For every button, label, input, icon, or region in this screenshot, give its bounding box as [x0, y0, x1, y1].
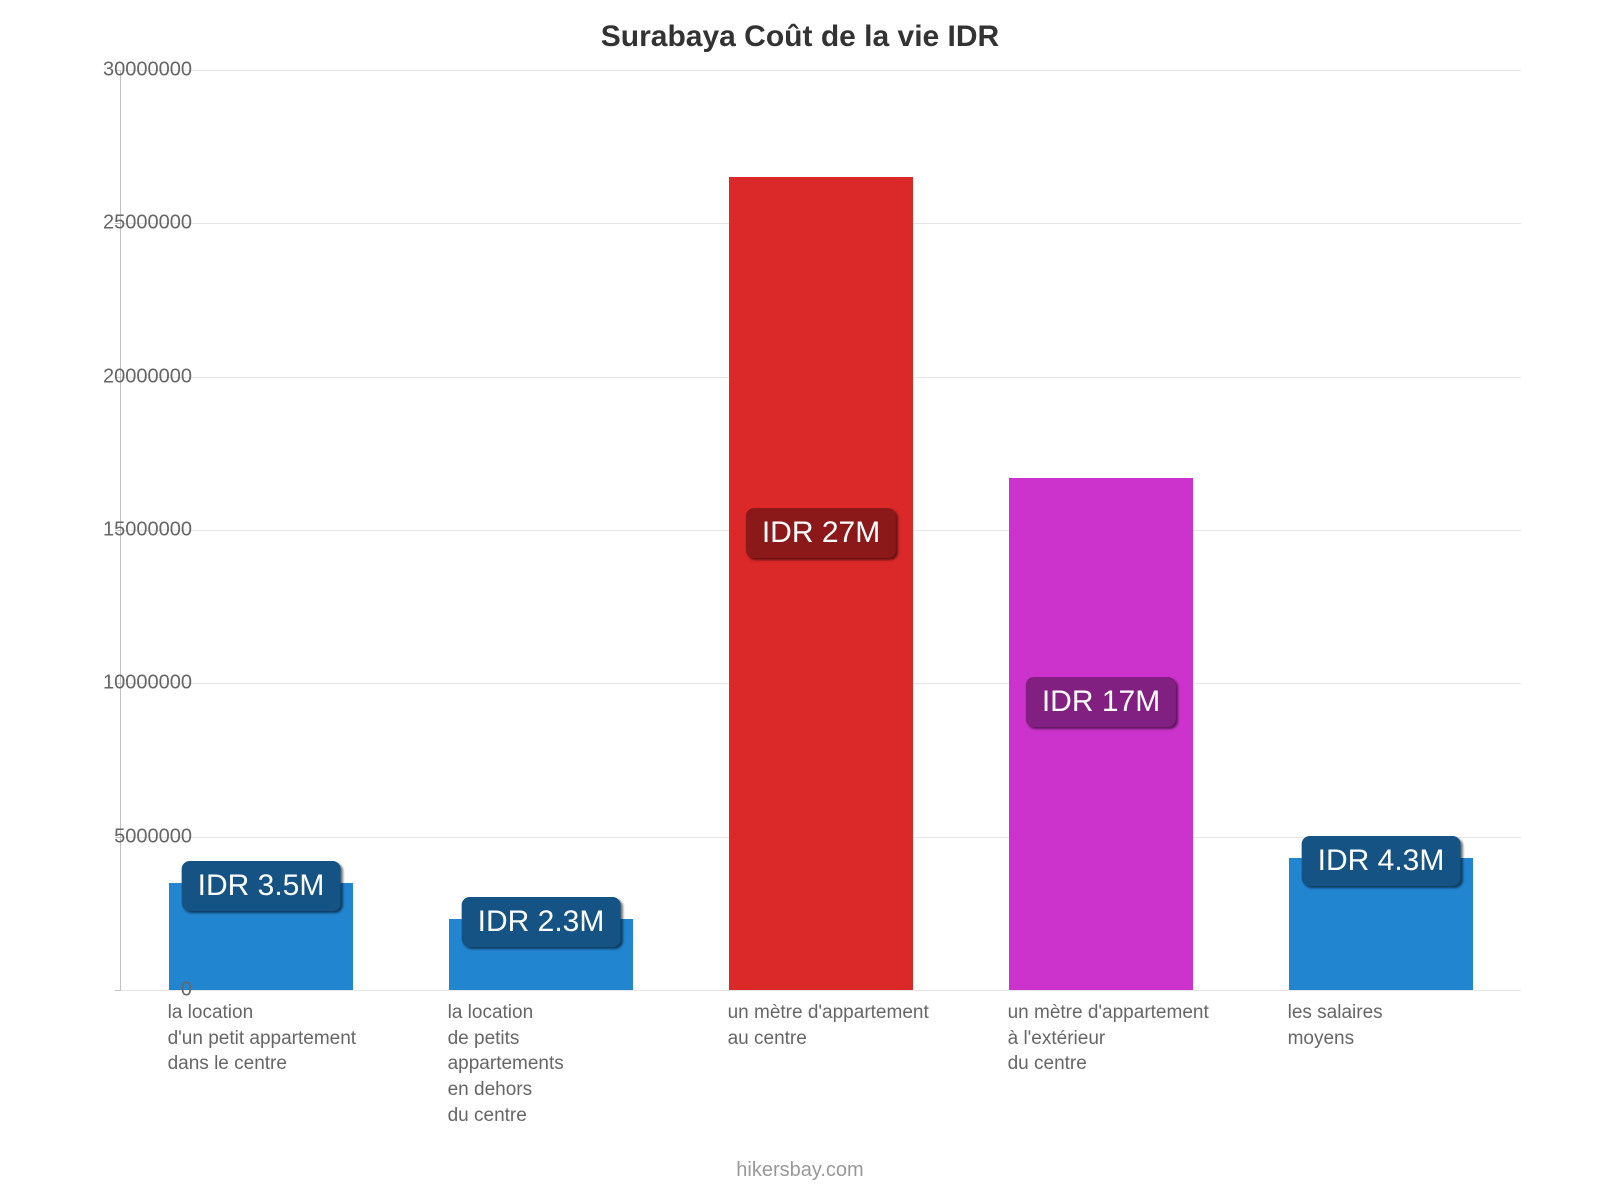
- y-tick-label: 5000000: [12, 825, 192, 848]
- value-badge: IDR 2.3M: [462, 897, 621, 947]
- value-badge: IDR 27M: [746, 508, 896, 558]
- y-tick-label: 0: [12, 979, 192, 1002]
- x-axis-label: la location de petits appartements en de…: [448, 1000, 693, 1128]
- x-axis-label: les salaires moyens: [1288, 1000, 1533, 1051]
- y-tick-label: 25000000: [12, 212, 192, 235]
- y-tick-label: 15000000: [12, 519, 192, 542]
- gridline: [121, 990, 1521, 991]
- y-tick-label: 30000000: [12, 59, 192, 82]
- x-axis-label: la location d'un petit appartement dans …: [168, 1000, 413, 1077]
- value-badge: IDR 3.5M: [182, 861, 341, 911]
- chart-container: Surabaya Coût de la vie IDR IDR 3.5MIDR …: [0, 0, 1600, 1200]
- chart-title: Surabaya Coût de la vie IDR: [0, 20, 1600, 54]
- value-badge: IDR 17M: [1026, 677, 1176, 727]
- value-badge: IDR 4.3M: [1302, 836, 1461, 886]
- bar: [1009, 478, 1194, 990]
- y-tick-label: 10000000: [12, 672, 192, 695]
- y-tick-label: 20000000: [12, 365, 192, 388]
- gridline: [121, 70, 1521, 71]
- plot-area: IDR 3.5M IDR 2.3M IDR 27M IDR 17M IDR 4.3M: [120, 70, 1521, 990]
- x-axis-label: un mètre d'appartement au centre: [728, 1000, 973, 1051]
- x-axis-label: un mètre d'appartement à l'extérieur du …: [1008, 1000, 1253, 1077]
- attribution-text: hikersbay.com: [0, 1159, 1600, 1182]
- bar: [729, 177, 914, 990]
